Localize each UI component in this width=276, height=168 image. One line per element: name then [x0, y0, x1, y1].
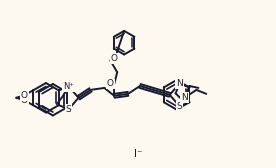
- Text: S: S: [66, 104, 71, 114]
- Text: O: O: [21, 96, 28, 105]
- Text: N: N: [181, 93, 188, 102]
- Text: O: O: [21, 91, 28, 100]
- Text: I⁻: I⁻: [134, 149, 142, 159]
- Text: N: N: [176, 79, 183, 88]
- Text: N⁺: N⁺: [63, 82, 74, 91]
- Text: O: O: [107, 79, 114, 89]
- Text: O: O: [111, 54, 118, 63]
- Text: S: S: [177, 102, 182, 111]
